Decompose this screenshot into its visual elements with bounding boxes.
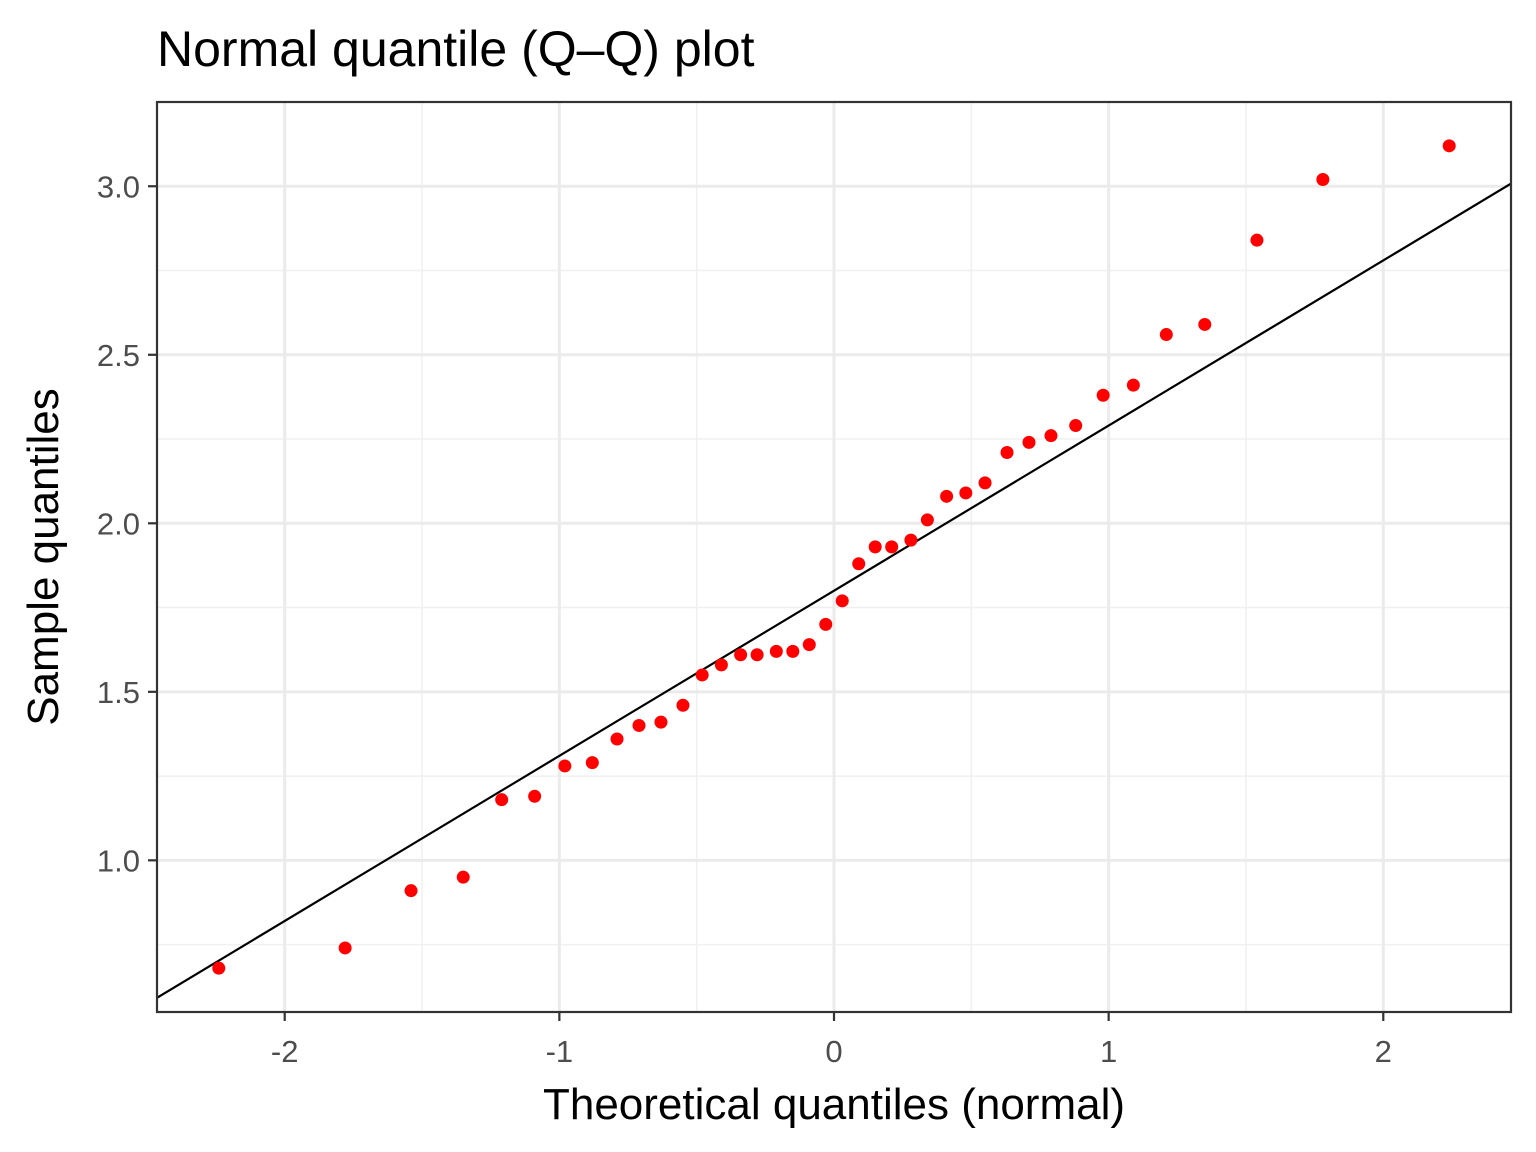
data-point (632, 719, 646, 733)
data-point (654, 715, 668, 729)
data-point (1022, 435, 1036, 449)
y-tick-label: 1.0 (97, 843, 140, 878)
data-point (885, 540, 899, 554)
data-point (1000, 446, 1014, 460)
data-point (528, 789, 542, 803)
x-tick-label: 2 (1375, 1034, 1392, 1069)
reference-line (157, 182, 1511, 999)
x-tick-label: 1 (1100, 1034, 1117, 1069)
data-point (786, 644, 800, 658)
data-point (212, 961, 226, 975)
data-point (1198, 317, 1212, 331)
grid-major (157, 102, 1511, 1012)
y-tick-label: 2.0 (97, 506, 140, 541)
points-layer (212, 139, 1456, 975)
data-point (495, 793, 509, 807)
data-point (852, 557, 866, 571)
x-axis-ticks: -2 -1 0 1 2 (271, 1012, 1392, 1069)
data-point (868, 540, 882, 554)
data-point (1069, 419, 1083, 433)
data-point (585, 756, 599, 770)
data-point (769, 644, 783, 658)
data-point (714, 658, 728, 672)
x-axis-title: Theoretical quantiles (normal) (543, 1080, 1125, 1129)
data-point (904, 533, 918, 547)
data-point (1316, 173, 1330, 187)
data-point (676, 698, 690, 712)
data-point (819, 617, 833, 631)
data-point (1442, 139, 1456, 153)
y-tick-label: 1.5 (97, 675, 140, 710)
data-point (338, 941, 352, 955)
y-tick-label: 3.0 (97, 169, 140, 204)
data-point (1126, 378, 1140, 392)
data-point (695, 668, 709, 682)
data-point (734, 648, 748, 662)
data-point (558, 759, 572, 773)
y-axis-ticks: 1.0 1.5 2.0 2.5 3.0 (97, 169, 157, 878)
data-point (750, 648, 764, 662)
x-tick-label: -1 (546, 1034, 574, 1069)
data-point (978, 476, 992, 490)
data-point (1250, 233, 1264, 247)
data-point (835, 594, 849, 608)
data-point (920, 513, 934, 527)
x-tick-label: -2 (271, 1034, 299, 1069)
data-point (456, 870, 470, 884)
data-point (404, 884, 418, 898)
data-point (1159, 328, 1173, 342)
data-point (1096, 388, 1110, 402)
data-point (610, 732, 624, 746)
data-point (1044, 429, 1058, 443)
data-point (802, 638, 816, 652)
data-point (940, 489, 954, 503)
data-point (959, 486, 973, 500)
y-axis-title: Sample quantiles (19, 388, 68, 726)
chart-title: Normal quantile (Q–Q) plot (157, 21, 755, 77)
y-tick-label: 2.5 (97, 338, 140, 373)
x-tick-label: 0 (825, 1034, 842, 1069)
